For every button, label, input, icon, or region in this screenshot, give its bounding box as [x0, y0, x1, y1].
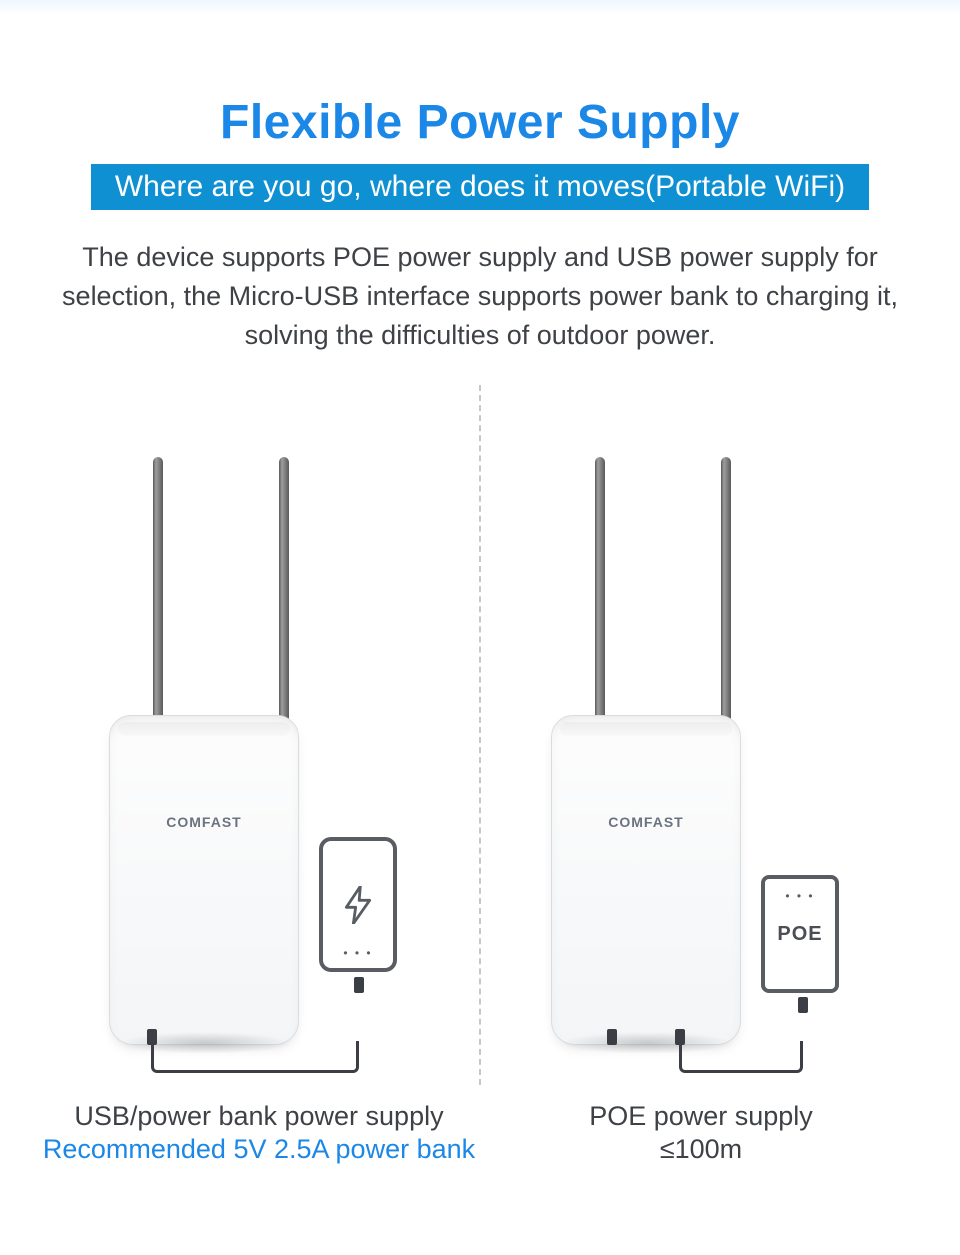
- plug-icon: [675, 1029, 685, 1045]
- panel-usb-caption-1: USB/power bank power supply: [74, 1101, 443, 1132]
- poe-adapter-icon: • • • POE: [761, 875, 839, 993]
- antenna-icon: [721, 457, 731, 737]
- router-body: COMFAST: [109, 715, 299, 1045]
- cable-icon: [151, 1041, 359, 1073]
- top-gradient-band: [0, 0, 960, 15]
- headline: Flexible Power Supply: [0, 95, 960, 150]
- panel-usb: COMFAST • • • USB/power bank power suppl…: [39, 457, 479, 1165]
- device-illustration-poe: COMFAST • • • POE: [551, 457, 851, 1077]
- panel-poe-caption-1: POE power supply: [589, 1101, 813, 1132]
- antenna-icon: [153, 457, 163, 737]
- body-copy: The device supports POE power supply and…: [48, 238, 912, 355]
- panels-row: COMFAST • • • USB/power bank power suppl…: [0, 405, 960, 1165]
- plug-icon: [147, 1029, 157, 1045]
- brand-label: COMFAST: [552, 814, 740, 830]
- panel-poe-caption-2: ≤100m: [660, 1134, 742, 1165]
- router-body: COMFAST: [551, 715, 741, 1045]
- dots-icon: • • •: [343, 946, 372, 960]
- panel-usb-caption-2: Recommended 5V 2.5A power bank: [43, 1134, 475, 1165]
- antenna-icon: [279, 457, 289, 737]
- antenna-icon: [595, 457, 605, 737]
- sub-banner-wrap: Where are you go, where does it moves(Po…: [0, 164, 960, 210]
- lightning-bolt-icon: [341, 883, 375, 927]
- brand-label: COMFAST: [110, 814, 298, 830]
- powerbank-icon: • • •: [319, 837, 397, 972]
- plug-icon: [354, 977, 364, 993]
- cable-icon: [679, 1041, 803, 1073]
- plug-icon: [798, 997, 808, 1013]
- dots-icon: • • •: [785, 889, 814, 903]
- poe-label: POE: [777, 923, 822, 946]
- plug-icon: [607, 1029, 617, 1045]
- sub-banner: Where are you go, where does it moves(Po…: [91, 164, 869, 210]
- device-illustration-usb: COMFAST • • •: [109, 457, 409, 1077]
- panel-poe: COMFAST • • • POE POE power supply ≤100m: [481, 457, 921, 1165]
